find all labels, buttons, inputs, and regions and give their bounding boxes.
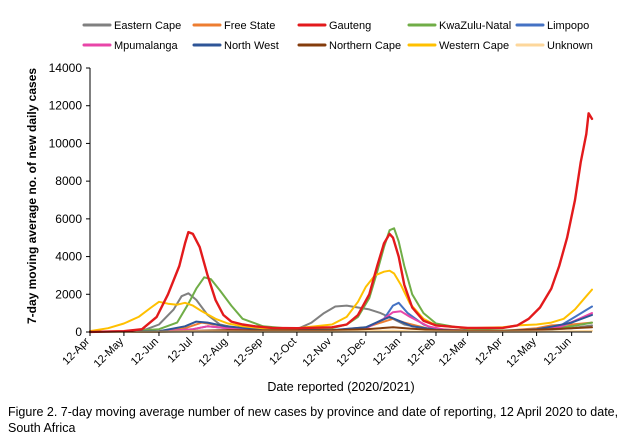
legend-label-gauteng: Gauteng <box>329 20 371 32</box>
x-tick-label: 12-Nov <box>301 335 335 369</box>
x-tick-label: 12-Aug <box>196 336 230 370</box>
legend-label-north-west: North West <box>224 40 279 52</box>
legend: Eastern Cape Free State Gauteng KwaZulu-Nat… <box>82 20 593 52</box>
legend-label-unknown: Unknown <box>547 40 593 52</box>
chart-svg: Eastern Cape Free State Gauteng KwaZulu-Nat… <box>25 20 594 394</box>
y-tick-label: 4000 <box>55 250 82 264</box>
x-tick-label: 12-Jun <box>129 336 161 368</box>
series-line-gauteng <box>88 112 594 334</box>
y-tick-label: 14000 <box>49 61 83 75</box>
series-line-free-state <box>89 317 593 333</box>
x-tick-label: 12-May <box>92 335 127 370</box>
y-tick-label: 0 <box>75 325 82 339</box>
legend-label-free-state: Free State <box>224 20 275 32</box>
figure-caption: Figure 2. 7-day moving average number of… <box>8 405 619 435</box>
legend-label-kwazulu-natal: KwaZulu-Natal <box>439 20 511 32</box>
y-tick-label: 8000 <box>55 174 82 188</box>
x-tick-label: 12-Jun <box>541 336 573 368</box>
x-tick-label: 12-May <box>504 335 539 370</box>
x-tick-label: 12-Oct <box>267 336 299 368</box>
legend-label-eastern-cape: Eastern Cape <box>114 20 181 32</box>
x-tick-label: 12-Apr <box>60 335 92 367</box>
x-tick-label: 12-Dec <box>334 335 368 369</box>
legend-label-western-cape: Western Cape <box>439 40 509 52</box>
legend-label-mpumalanga: Mpumalanga <box>114 40 178 52</box>
x-ticks: 12-Apr 12-May 12-Jun 12-Jul 12-Aug 12-Sep 12-O… <box>60 332 574 370</box>
y-tick-label: 2000 <box>55 287 82 301</box>
x-tick-label: 12-Sep <box>232 336 266 370</box>
y-tick-label: 10000 <box>49 136 83 150</box>
x-tick-label: 12-Jan <box>371 336 403 368</box>
x-tick-label: 12-Feb <box>405 336 438 369</box>
series-layer <box>88 112 594 334</box>
x-tick-label: 12-Jul <box>165 336 195 366</box>
y-ticks: 0 2000 4000 6000 8000 10000 12000 14000 <box>49 61 90 339</box>
series-line-kwazulu-natal <box>89 227 593 333</box>
x-tick-label: 12-Apr <box>473 335 505 367</box>
y-axis-title: 7-day moving average no. of new daily ca… <box>25 68 39 324</box>
legend-label-northern-cape: Northern Cape <box>329 40 401 52</box>
x-axis-title: Date reported (2020/2021) <box>267 380 414 394</box>
y-tick-label: 12000 <box>49 99 83 113</box>
y-tick-label: 6000 <box>55 212 82 226</box>
x-tick-label: 12-Mar <box>437 335 470 368</box>
legend-label-limpopo: Limpopo <box>547 20 589 32</box>
